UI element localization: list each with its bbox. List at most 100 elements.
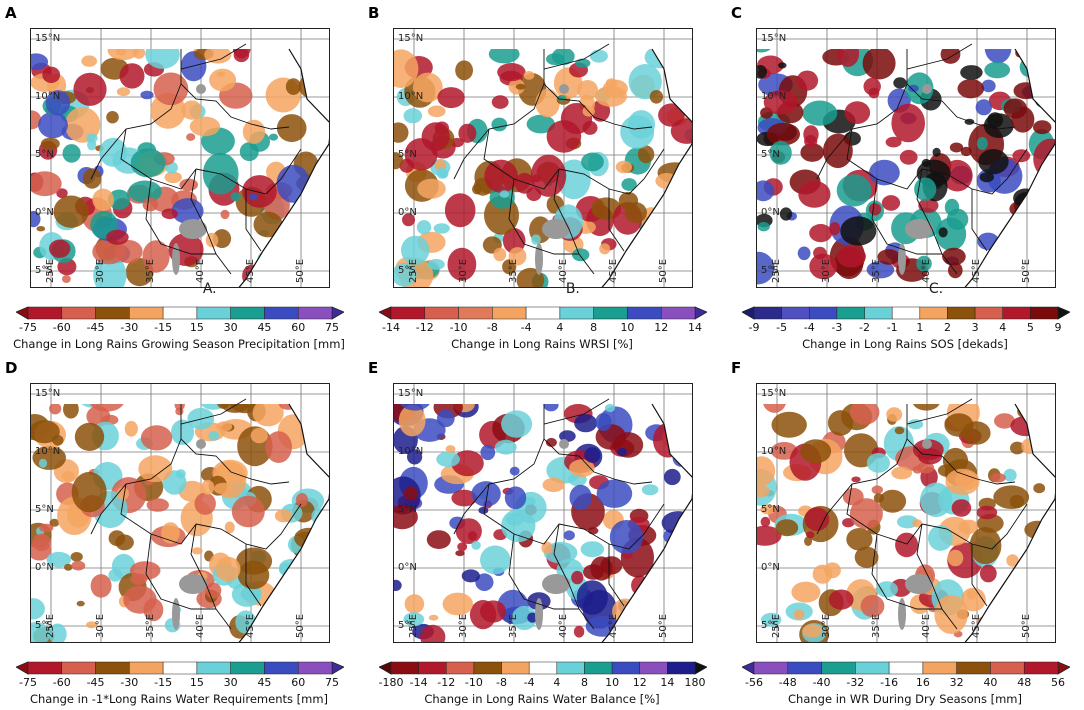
- map-data-patch: [421, 122, 450, 152]
- map-data-patch: [809, 253, 838, 280]
- map-data-patch: [285, 78, 301, 95]
- map-data-patch: [62, 275, 71, 283]
- map-data-patch: [480, 600, 507, 623]
- map-data-patch: [757, 251, 775, 285]
- map-data-patch: [434, 159, 447, 171]
- colorbar-tick-label: 12: [654, 321, 669, 334]
- colorbar-tick-label: 75: [325, 676, 339, 689]
- map-data-patch: [124, 420, 138, 437]
- colorbar-tick-label: 10: [605, 676, 620, 689]
- map-data-patch: [516, 267, 545, 287]
- colorbar-segment: [264, 306, 299, 320]
- map-data-patch: [240, 586, 262, 601]
- latitude-label: 0°N: [398, 562, 417, 573]
- latitude-label: 10°N: [761, 446, 786, 457]
- latitude-label: 10°N: [35, 446, 60, 457]
- map-data-patch: [649, 90, 664, 104]
- map-data-patch: [31, 622, 50, 642]
- map-data-patch: [757, 65, 767, 79]
- country-border: [921, 148, 1028, 195]
- longitude-label: 30°E: [95, 614, 106, 638]
- colorbar: [378, 306, 708, 320]
- map-data-patch: [918, 198, 939, 213]
- longitude-label: 50°E: [1021, 259, 1032, 283]
- map-data-fill: [394, 49, 692, 287]
- country-border: [543, 69, 653, 130]
- latitude-label: 10°N: [35, 91, 60, 102]
- map-data-patch: [649, 589, 681, 612]
- map-data-patch: [504, 486, 527, 510]
- map-area: 15°N 10°N 5°N 0°N 5°S 25°E 30°E 35°E 40°E 45°E 50°…: [756, 383, 1056, 643]
- colorbar-extend-max: [1057, 306, 1071, 320]
- country-border: [483, 128, 515, 180]
- lake-shape: [535, 598, 543, 630]
- country-border: [558, 503, 665, 550]
- map-data-patch: [31, 211, 41, 228]
- map-data-patch: [851, 476, 861, 483]
- map-data-patch: [779, 207, 793, 221]
- panel-sublabel: A.: [202, 281, 217, 297]
- map-data-patch: [535, 88, 560, 118]
- map-data-patch: [1012, 149, 1031, 163]
- map-data-patch: [171, 198, 204, 224]
- map-data-patch: [993, 485, 1030, 509]
- map-data-patch: [62, 144, 81, 163]
- panel-letter: A: [5, 4, 17, 22]
- map-data-patch: [655, 173, 678, 189]
- map-data-patch: [907, 419, 924, 430]
- map-data-patch: [302, 191, 329, 229]
- map-data-patch: [938, 227, 948, 238]
- map-data-patch: [404, 594, 425, 614]
- map-data-patch: [620, 115, 655, 149]
- colorbar-segment: [639, 661, 668, 675]
- map-data-patch: [916, 255, 932, 272]
- map-data-patch: [233, 49, 250, 63]
- map-data-patch: [920, 482, 953, 518]
- map-data-patch: [201, 479, 215, 495]
- map-data-patch: [257, 250, 276, 268]
- map-data-patch: [941, 159, 973, 192]
- colorbar-tick-label: -10: [449, 321, 468, 334]
- map-data-patch: [589, 49, 608, 63]
- map-data-patch: [509, 466, 520, 476]
- latitude-label: 10°N: [761, 91, 786, 102]
- map-svg: 15°N 10°N 5°N 0°N 5°S25°E 30°E 35°E 40°E 45°E 50°…: [31, 384, 329, 642]
- latitude-label: 15°N: [35, 388, 60, 399]
- colorbar-segment: [1002, 306, 1031, 320]
- colorbar-tick-label: 12: [632, 676, 647, 689]
- colorbar-segment: [667, 661, 696, 675]
- country-border: [876, 168, 923, 190]
- longitude-label: 35°E: [871, 259, 882, 283]
- map-area: 15°N 10°N 5°N 0°N 5°S 25°E 30°E 35°E 40°E 45°E 50°…: [393, 383, 693, 643]
- map-data-patch: [494, 439, 517, 455]
- map-data-patch: [237, 560, 270, 590]
- colorbar-segment: [525, 306, 561, 320]
- country-border: [508, 533, 579, 610]
- map-data-patch: [596, 479, 633, 508]
- map-data-patch: [174, 404, 185, 411]
- map-data-patch: [757, 485, 770, 498]
- map-data-patch: [73, 72, 107, 106]
- colorbar-tick-label: 30: [223, 676, 238, 689]
- map-data-patch: [426, 530, 451, 549]
- colorbar-extend-max: [1057, 661, 1071, 675]
- map-data-patch: [106, 111, 119, 124]
- map-data-fill: [757, 49, 1055, 285]
- colorbar-tick-label: 45: [257, 321, 272, 334]
- colorbar-tick-label: -4: [523, 676, 535, 689]
- colorbar-tick-label: 60: [291, 676, 306, 689]
- colorbar-segment: [919, 306, 948, 320]
- colorbar-segment: [501, 661, 530, 675]
- colorbar-tick-label: -14: [382, 321, 400, 334]
- map-data-patch: [957, 79, 985, 99]
- map-data-patch: [668, 584, 683, 602]
- longitude-label: 45°E: [245, 259, 256, 283]
- colorbar-tick-label: 4: [556, 321, 564, 334]
- country-border: [180, 398, 247, 425]
- map-data-patch: [663, 468, 681, 486]
- map-data-patch: [969, 527, 1002, 565]
- map-data-patch: [312, 66, 327, 85]
- colorbar-segment: [855, 661, 890, 675]
- country-border: [608, 189, 625, 252]
- colorbar-segment: [836, 306, 865, 320]
